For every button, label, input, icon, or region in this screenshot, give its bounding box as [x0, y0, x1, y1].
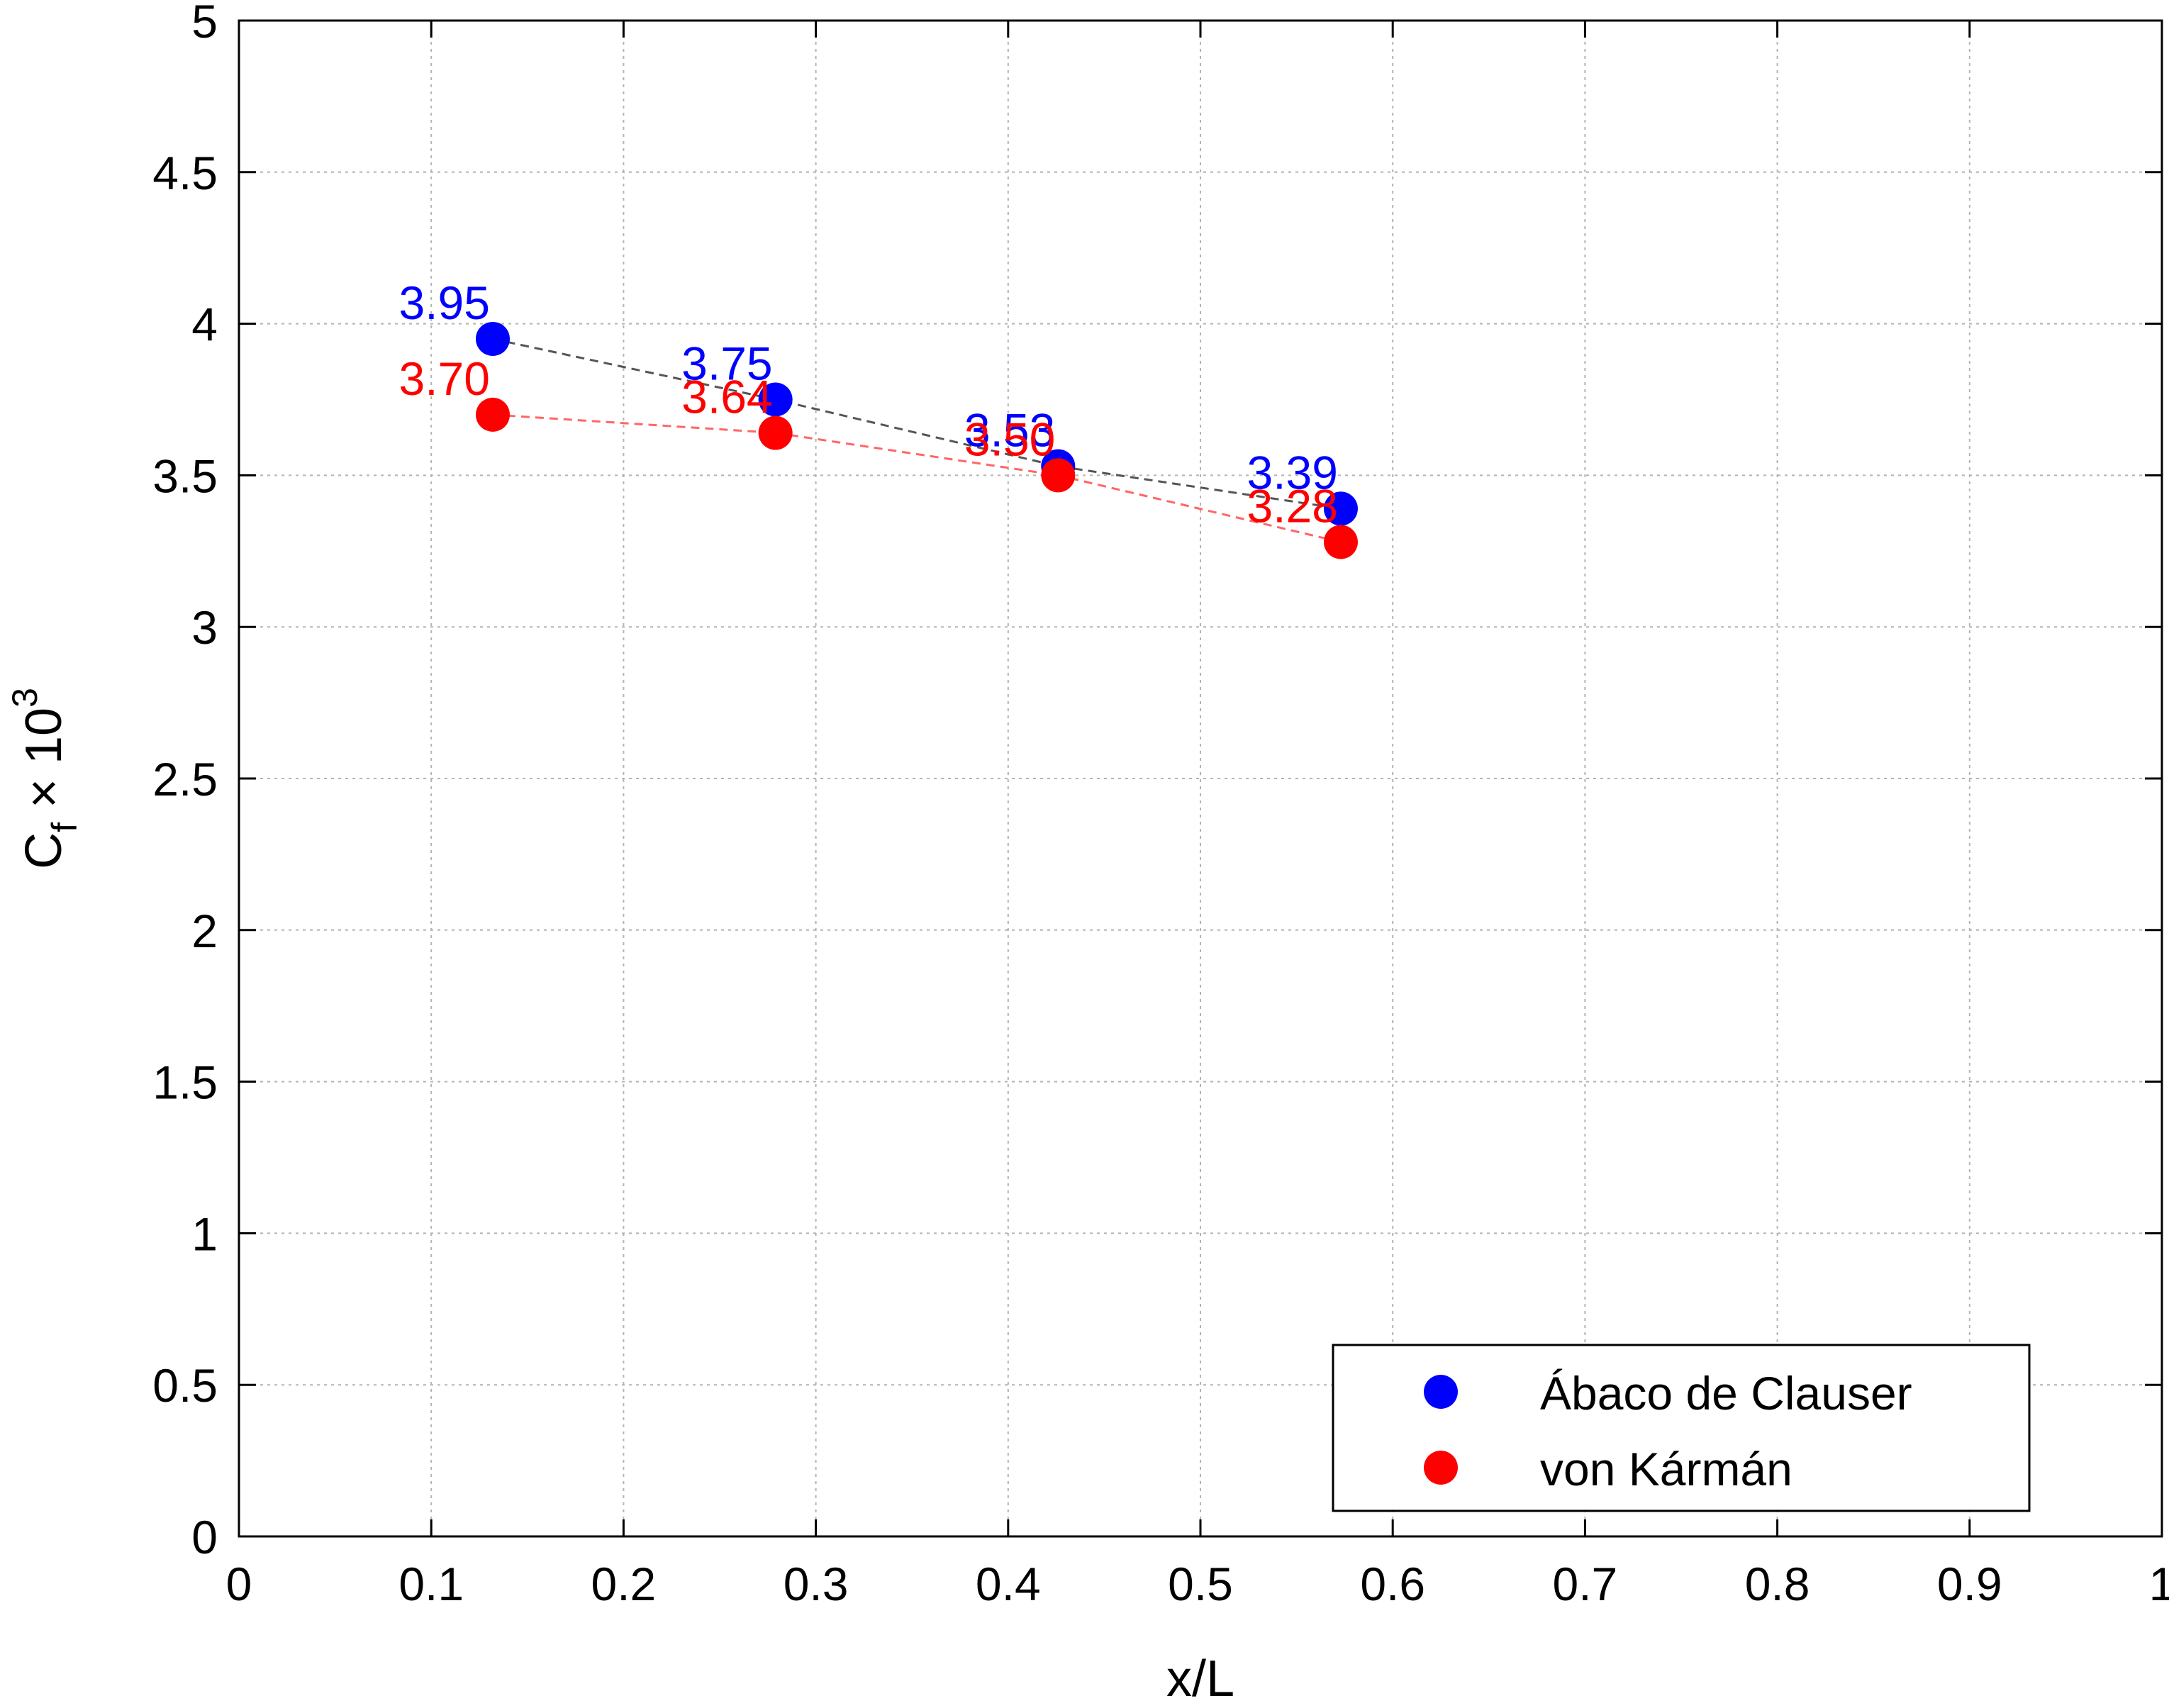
x-tick-label: 0.6	[1360, 1558, 1425, 1610]
x-tick-label: 0.2	[591, 1558, 657, 1610]
x-axis-label: x/L	[1166, 1651, 1234, 1707]
x-tick-label: 0.5	[1168, 1558, 1233, 1610]
x-tick-label: 0	[226, 1558, 252, 1610]
data-label-0-1: 3.75	[681, 337, 772, 390]
legend-label-von-karman: von Kármán	[1540, 1443, 1792, 1495]
data-point-1-3	[1323, 525, 1358, 559]
y-tick-label: 5	[191, 0, 218, 48]
x-tick-label: 0.3	[784, 1558, 849, 1610]
data-point-1-1	[758, 415, 793, 450]
data-labels: 3.95 3.75 3.53 3.39 3.70 3.64 3.50 3.28	[399, 277, 1338, 532]
data-point-0-0	[475, 321, 510, 356]
series-line-1	[492, 413, 1342, 543]
series-line-0	[492, 337, 1342, 510]
y-tick-label: 2.5	[152, 753, 218, 805]
y-tick-label: 3.5	[152, 450, 218, 502]
series-lines	[492, 337, 1342, 543]
y-axis-label-exponent: 3	[5, 688, 45, 708]
legend-box	[1332, 1344, 2031, 1512]
y-axis-label-operator: ×	[16, 778, 72, 808]
x-tick-label: 0.7	[1553, 1558, 1618, 1610]
y-axis-label-base: C	[16, 832, 72, 869]
y-tick-label: 3	[191, 601, 218, 654]
grid	[239, 21, 2162, 1536]
data-label-1-0: 3.70	[399, 352, 490, 405]
x-tick-label: 1	[2149, 1558, 2169, 1610]
data-label-1-1: 3.64	[681, 371, 772, 423]
y-tick-label: 0.5	[152, 1359, 218, 1412]
y-tick-label: 4	[191, 298, 218, 351]
y-axis-label-subscript: f	[45, 822, 84, 832]
data-label-1-2: 3.50	[964, 413, 1055, 465]
y-tick-label: 2	[191, 905, 218, 957]
y-axis-label-power-base: 10	[16, 708, 72, 764]
data-label-0-0: 3.95	[399, 277, 490, 329]
data-label-0-2: 3.53	[964, 404, 1055, 457]
x-tick-label: 0.8	[1745, 1558, 1810, 1610]
y-tick-label: 1.5	[152, 1056, 218, 1109]
legend-label-abaco-de-clauser: Ábaco de Clauser	[1540, 1367, 1912, 1419]
y-tick-label: 1	[191, 1207, 218, 1260]
axis-ticks: 0 0.1 0.2 0.3 0.4 0.5 0.6 0.7 0.8 0.9 1 0 0.5 1 1.5 2 2.…	[152, 0, 2169, 1610]
legend-marker-von-karman	[1424, 1451, 1458, 1485]
y-tick-label: 4.5	[152, 147, 218, 199]
legend: Ábaco de Clauser von Kármán	[1332, 1344, 2031, 1512]
series-points	[475, 321, 1358, 559]
data-point-1-2	[1041, 458, 1076, 493]
data-label-0-3: 3.39	[1247, 446, 1338, 498]
data-point-0-1	[758, 382, 793, 417]
data-point-1-0	[475, 397, 510, 432]
data-label-1-3: 3.28	[1247, 479, 1338, 532]
y-tick-label: 0	[191, 1511, 218, 1563]
x-tick-label: 0.1	[398, 1558, 464, 1610]
x-tick-label: 0.4	[976, 1558, 1041, 1610]
data-point-0-3	[1323, 491, 1358, 526]
y-axis-label: Cf × 103	[5, 688, 84, 869]
legend-marker-abaco-de-clauser	[1424, 1375, 1458, 1409]
x-tick-label: 0.9	[1937, 1558, 2002, 1610]
